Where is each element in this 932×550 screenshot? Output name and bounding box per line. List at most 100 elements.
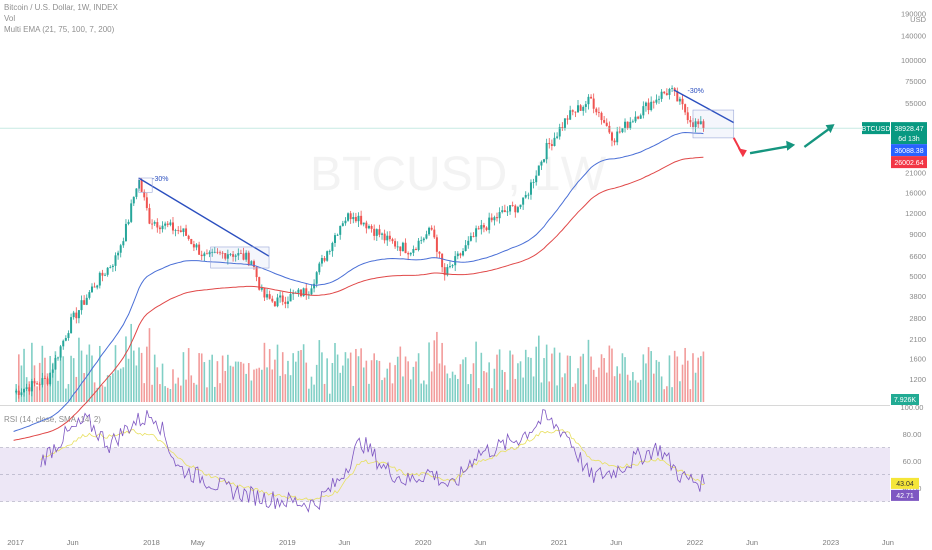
- candle-body: [631, 121, 634, 123]
- volume-bar: [318, 340, 321, 402]
- volume-bar: [548, 381, 551, 402]
- currency-label: USD: [910, 15, 926, 24]
- price-tags: BTCUSD 38928.47 6d 13h 36088.38 26002.64 7.92…: [862, 122, 927, 501]
- volume-bar: [430, 371, 433, 402]
- volume-bar: [595, 376, 598, 402]
- volume-bar: [485, 372, 488, 402]
- volume-bar: [443, 365, 446, 402]
- volume-bar: [221, 355, 224, 402]
- volume-bar: [261, 369, 263, 402]
- candle-body: [318, 263, 321, 273]
- volume-bar: [571, 386, 574, 402]
- annotations: -30% -30%: [0, 88, 890, 269]
- candle-body: [300, 289, 303, 297]
- volume-bar: [399, 346, 402, 402]
- volume-bar: [658, 361, 660, 402]
- candle-body: [127, 221, 130, 224]
- volume-bar: [159, 384, 161, 402]
- volume-bar: [454, 374, 456, 402]
- candle-body: [117, 252, 120, 256]
- volume-bar: [611, 348, 613, 402]
- volume-bar: [684, 347, 686, 402]
- volume-bar: [509, 350, 511, 402]
- price-tick-label: 140000: [901, 32, 926, 41]
- candle-body: [276, 297, 279, 307]
- volume-bar: [472, 363, 475, 402]
- volume-bar: [676, 356, 679, 402]
- volume-bar: [112, 373, 114, 402]
- candle-body: [438, 251, 441, 254]
- candle-body: [67, 333, 70, 339]
- rsi-tick-label: 80.00: [903, 430, 922, 439]
- volume-bar: [621, 353, 624, 402]
- candle-body: [472, 235, 475, 237]
- candle-body: [286, 301, 289, 304]
- candle-body: [681, 98, 684, 105]
- bar-countdown: 6d 13h: [898, 136, 920, 143]
- candle-body: [347, 213, 350, 221]
- volume-bar: [62, 356, 65, 402]
- candle-body: [605, 122, 608, 126]
- candle-body: [493, 217, 496, 221]
- candle-body: [639, 115, 642, 119]
- volume-bar: [169, 389, 172, 402]
- volume-bar: [193, 382, 195, 402]
- candle-body: [310, 288, 313, 295]
- volume-bar: [166, 387, 169, 402]
- volume-bar: [85, 354, 88, 402]
- price-axis[interactable]: 1200 1600 2100 2800 3800 5000 6600 9000 12000 160…: [901, 10, 927, 385]
- volume-bar: [334, 342, 336, 402]
- volume-bar: [402, 376, 404, 402]
- candle-body: [130, 203, 133, 222]
- candle-body: [454, 256, 457, 266]
- volume-bar: [556, 385, 558, 402]
- candle-body: [352, 217, 355, 220]
- volume-bar: [219, 383, 221, 402]
- time-axis[interactable]: 2017 Jun 2018 May 2019 Jun 2020 Jun 2021 Jun 2022 J…: [7, 538, 894, 547]
- candle-body: [198, 244, 201, 255]
- volume-bar: [164, 386, 166, 402]
- volume-bar: [31, 342, 33, 402]
- candle-body: [652, 101, 655, 103]
- volume-bar: [540, 382, 543, 402]
- time-tick-label: 2017: [7, 538, 24, 547]
- volume-bar: [119, 368, 122, 402]
- volume-bar: [375, 360, 378, 402]
- volume-bar: [245, 373, 247, 402]
- volume-bar: [352, 385, 355, 402]
- candle-body: [689, 120, 692, 123]
- candle-body: [143, 191, 146, 198]
- volume-bar: [315, 364, 318, 402]
- volume-bar: [394, 365, 396, 402]
- candle-body: [289, 294, 292, 302]
- volume-bar: [415, 361, 417, 402]
- volume-bar: [629, 380, 632, 402]
- volume-bar: [156, 367, 159, 402]
- candle-body: [498, 212, 501, 219]
- price-tick-label: 2800: [909, 314, 926, 323]
- candle-body: [242, 253, 245, 260]
- volume-bar: [632, 372, 634, 402]
- candle-body: [624, 121, 627, 129]
- candle-body: [164, 223, 167, 226]
- time-tick-label: 2023: [823, 538, 840, 547]
- candle-body: [43, 378, 46, 379]
- last-price-tag: 38928.47: [894, 126, 923, 133]
- price-tick-label: 100000: [901, 56, 926, 65]
- volume-bar: [425, 384, 428, 402]
- ema-200-line: [13, 156, 704, 441]
- volume-bar: [143, 383, 146, 402]
- candle-body: [237, 253, 240, 256]
- volume-bar: [697, 357, 700, 402]
- volume-bar: [122, 367, 125, 402]
- candle-body: [425, 234, 428, 239]
- candle-body: [553, 137, 556, 146]
- volume-tag-bg: [891, 394, 919, 405]
- candle-body: [258, 277, 261, 290]
- candle-body: [200, 254, 203, 257]
- volume-bar: [339, 372, 342, 402]
- candle-body: [221, 252, 224, 254]
- green-arrowhead: [786, 140, 796, 151]
- candle-body: [456, 253, 459, 257]
